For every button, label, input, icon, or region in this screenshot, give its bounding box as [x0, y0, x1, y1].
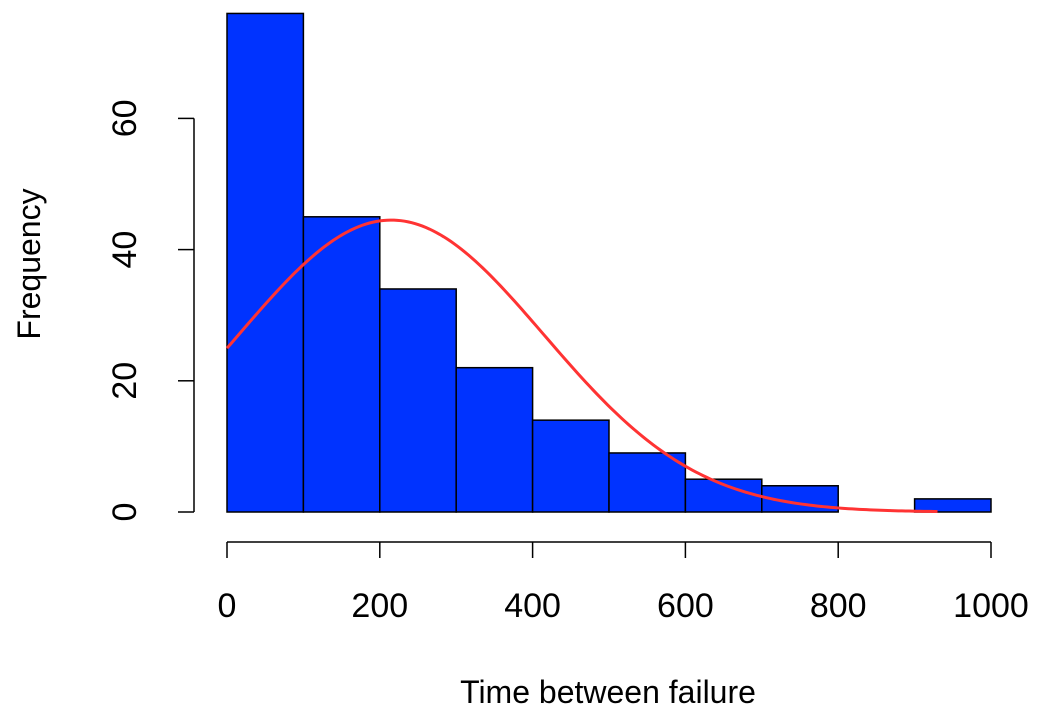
- histogram-bar: [455, 366, 534, 513]
- histogram-bar: [531, 419, 610, 513]
- histogram-bar: [226, 12, 305, 513]
- x-tick-label: 600: [657, 587, 714, 625]
- y-tick-label: 40: [106, 231, 144, 269]
- y-axis: 0 20 40 60: [106, 99, 195, 522]
- y-tick-label: 60: [106, 99, 144, 137]
- y-axis-title: Frequency: [11, 188, 47, 339]
- x-axis: 0 200 400 600 800 1000: [218, 541, 1029, 625]
- histogram-bar: [608, 452, 687, 513]
- histogram-bar: [379, 288, 457, 513]
- y-tick-label: 0: [106, 503, 144, 522]
- x-axis-title: Time between failure: [460, 674, 756, 710]
- histogram-bar: [302, 216, 381, 513]
- x-tick-label: 200: [351, 587, 408, 625]
- histogram-bars: [226, 12, 992, 513]
- density-curve: [225, 218, 938, 514]
- x-tick-label: 400: [504, 587, 561, 625]
- histogram-bar: [913, 498, 992, 513]
- x-tick-label: 1000: [953, 587, 1029, 625]
- x-tick-label: 0: [218, 587, 237, 625]
- y-tick-label: 20: [106, 362, 144, 400]
- x-tick-label: 800: [810, 587, 867, 625]
